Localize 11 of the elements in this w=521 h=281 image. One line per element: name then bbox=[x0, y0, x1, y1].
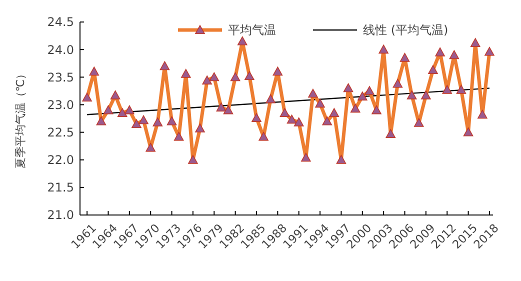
y-tick-label: 24.0 bbox=[47, 42, 74, 57]
y-tick-label: 21.0 bbox=[47, 208, 74, 222]
y-axis-title: 夏季平均气温（℃） bbox=[14, 68, 27, 169]
y-tick-label: 22.5 bbox=[47, 125, 74, 140]
legend-label: 线性 (平均气温) bbox=[363, 23, 448, 38]
y-tick-label: 21.5 bbox=[47, 180, 74, 195]
y-tick-label: 24.5 bbox=[47, 15, 74, 30]
y-tick-label: 22.0 bbox=[47, 153, 74, 168]
legend-label: 平均气温 bbox=[228, 23, 276, 38]
y-tick-label: 23.0 bbox=[47, 98, 74, 112]
y-tick-label: 23.5 bbox=[47, 70, 74, 84]
